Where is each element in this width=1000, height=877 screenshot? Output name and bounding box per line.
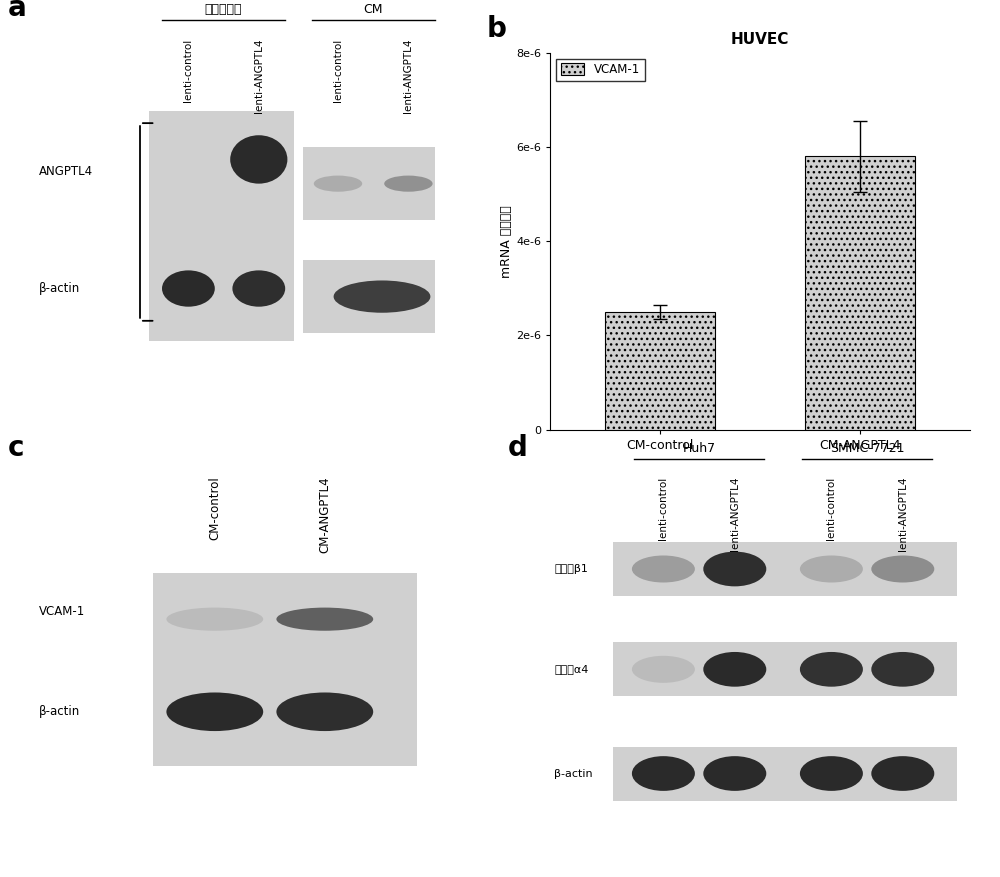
Ellipse shape [314, 175, 362, 192]
Y-axis label: mRNA 相对表达: mRNA 相对表达 [500, 205, 513, 277]
Text: SMMC-7721: SMMC-7721 [830, 442, 904, 455]
Bar [605, 312, 715, 430]
Ellipse shape [703, 652, 766, 687]
Ellipse shape [166, 608, 263, 631]
Ellipse shape [871, 652, 934, 687]
Text: Huh7: Huh7 [683, 442, 716, 455]
Bar [303, 147, 435, 220]
Text: c: c [8, 434, 24, 462]
Text: 整合素α4: 整合素α4 [554, 664, 589, 674]
Text: β-actin: β-actin [39, 705, 80, 718]
Bar [613, 642, 957, 696]
Text: ANGPTL4: ANGPTL4 [39, 165, 93, 178]
Ellipse shape [384, 175, 433, 192]
Bar [805, 156, 915, 430]
Ellipse shape [232, 270, 285, 307]
Text: lenti-ANGPTL4: lenti-ANGPTL4 [898, 476, 908, 551]
Ellipse shape [632, 756, 695, 791]
Ellipse shape [800, 555, 863, 582]
Ellipse shape [703, 552, 766, 587]
Ellipse shape [703, 756, 766, 791]
Text: lenti-ANGPTL4: lenti-ANGPTL4 [403, 39, 413, 113]
Title: HUVEC: HUVEC [731, 32, 789, 47]
Ellipse shape [871, 555, 934, 582]
Text: d: d [508, 434, 528, 462]
Text: lenti-ANGPTL4: lenti-ANGPTL4 [730, 476, 740, 551]
Ellipse shape [334, 281, 430, 313]
Legend: VCAM-1: VCAM-1 [556, 59, 645, 81]
Ellipse shape [230, 135, 287, 183]
Ellipse shape [632, 555, 695, 582]
Bar [303, 260, 435, 333]
Text: CM: CM [363, 4, 383, 16]
Ellipse shape [800, 756, 863, 791]
Text: VCAM-1: VCAM-1 [39, 605, 85, 618]
Bar [149, 111, 294, 341]
Ellipse shape [632, 656, 695, 683]
Text: 整合素β1: 整合素β1 [554, 564, 588, 574]
Text: CM-control: CM-control [208, 476, 221, 540]
Ellipse shape [800, 652, 863, 687]
Text: β-actin: β-actin [39, 282, 80, 295]
Text: b: b [487, 15, 507, 43]
Ellipse shape [162, 270, 215, 307]
Text: lenti-control: lenti-control [333, 39, 343, 102]
Text: lenti-control: lenti-control [183, 39, 193, 102]
Text: a: a [8, 0, 27, 22]
Text: lenti-control: lenti-control [826, 476, 836, 539]
Bar [613, 746, 957, 801]
Bar [153, 573, 417, 766]
Ellipse shape [276, 608, 373, 631]
Ellipse shape [276, 693, 373, 731]
Text: 细胞裂解液: 细胞裂解液 [205, 4, 242, 16]
Ellipse shape [166, 693, 263, 731]
Bar [613, 542, 957, 596]
Text: lenti-ANGPTL4: lenti-ANGPTL4 [254, 39, 264, 113]
Text: lenti-control: lenti-control [658, 476, 668, 539]
Text: CM-ANGPTL4: CM-ANGPTL4 [318, 476, 331, 553]
Text: β-actin: β-actin [554, 768, 593, 779]
Ellipse shape [871, 756, 934, 791]
